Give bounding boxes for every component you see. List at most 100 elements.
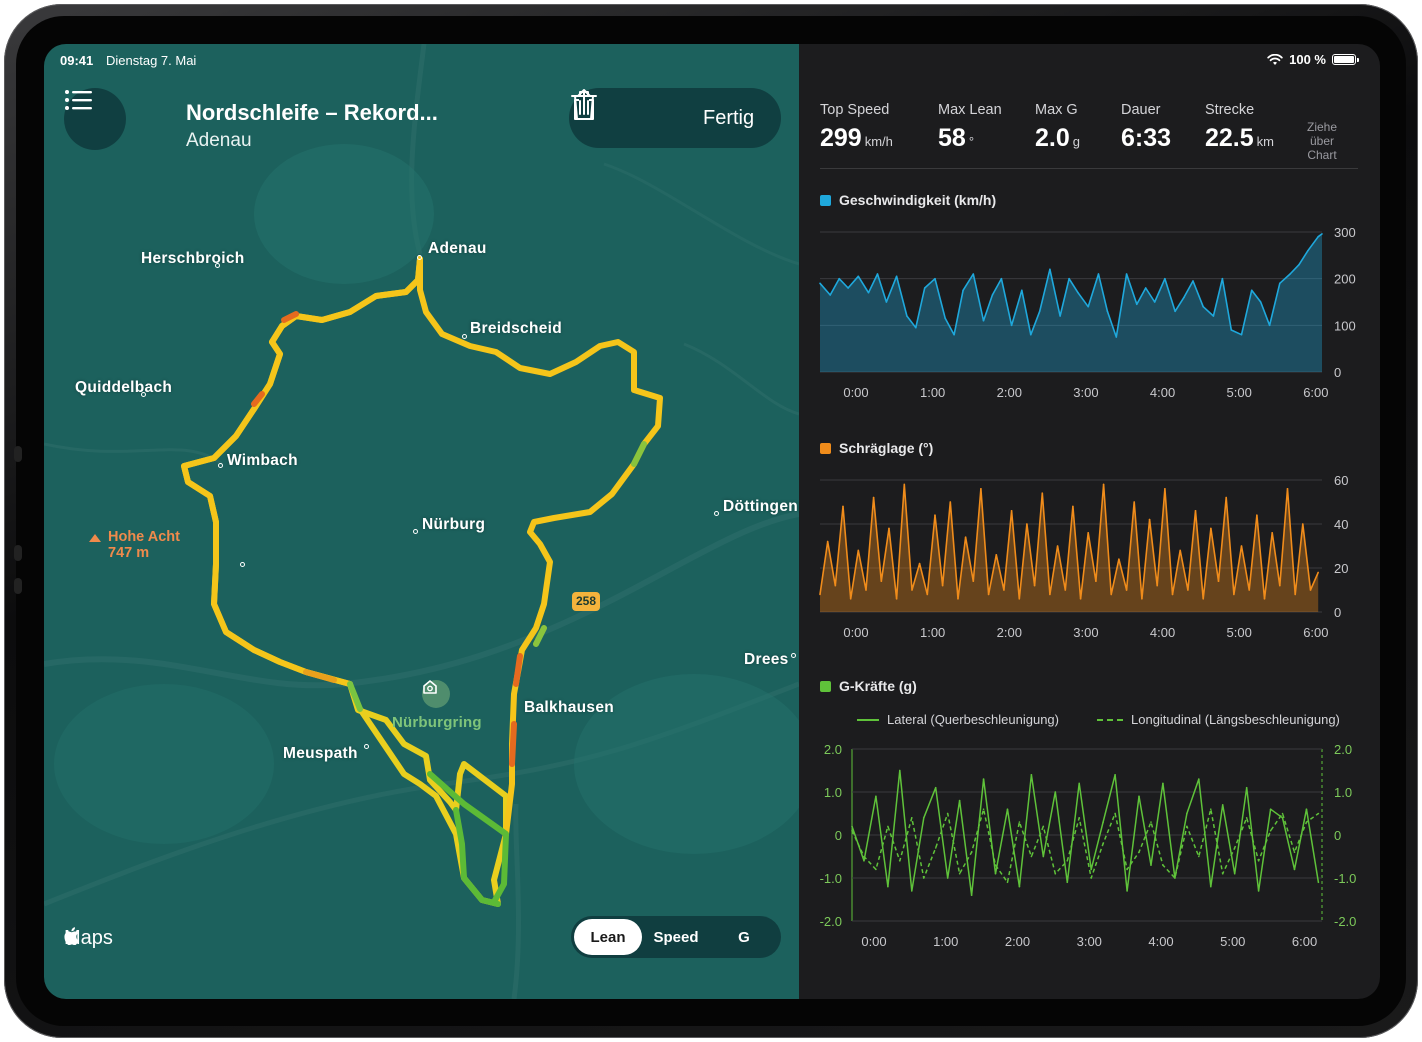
data-point xyxy=(863,855,865,858)
stat-value: 299 xyxy=(820,124,862,152)
data-point xyxy=(1302,523,1304,525)
data-point xyxy=(1042,825,1045,828)
data-point xyxy=(1138,795,1140,798)
y-tick-label-left: 1.0 xyxy=(824,785,842,800)
data-point xyxy=(1097,273,1100,275)
y-tick-label-right: 0 xyxy=(1334,828,1341,843)
x-tick-label: 1:00 xyxy=(933,934,958,949)
data-point xyxy=(994,872,997,875)
g-chart-legend: Lateral (Querbeschleunigung) Longitudina… xyxy=(857,712,1340,727)
data-point xyxy=(934,847,937,849)
stat-label: Dauer xyxy=(1121,102,1161,118)
data-point xyxy=(819,282,821,285)
data-point xyxy=(857,549,860,552)
data-point xyxy=(915,326,917,329)
place-dot xyxy=(240,562,245,567)
data-point xyxy=(875,868,877,871)
stat-duration: Dauer 6:33 xyxy=(1121,102,1171,153)
data-point xyxy=(1221,804,1224,806)
data-point xyxy=(1018,821,1021,823)
data-point xyxy=(1126,868,1128,871)
data-point xyxy=(1202,598,1205,600)
x-tick-label: 0:00 xyxy=(843,385,868,400)
place-dot xyxy=(141,392,146,397)
data-point xyxy=(1279,584,1281,587)
x-tick-label: 1:00 xyxy=(920,625,945,640)
y-tick-label-right: -2.0 xyxy=(1334,914,1356,929)
data-point xyxy=(1279,282,1281,285)
data-point xyxy=(970,894,973,896)
list-menu-button[interactable] xyxy=(64,88,126,150)
place-dot xyxy=(413,529,418,534)
data-point xyxy=(970,851,973,853)
road-shield: 258 xyxy=(572,592,600,611)
data-point xyxy=(1198,855,1200,858)
peak-elevation: 747 m xyxy=(108,545,150,561)
data-point xyxy=(1126,890,1128,892)
data-point xyxy=(1309,589,1312,591)
data-point xyxy=(880,580,883,582)
mode-segmented-control: Lean Speed G xyxy=(571,916,781,958)
data-point xyxy=(1056,545,1059,547)
data-point xyxy=(829,294,832,296)
speed-chart[interactable]: 0 100 200 300 0:00 1:00 2:00 3:00 4:00 5:00 6:00 xyxy=(799,212,1380,412)
data-point xyxy=(842,505,844,508)
lean-chart[interactable]: 0 20 40 60 0:00 1:00 2:00 3:00 4:00 5:00 6:00 xyxy=(799,460,1380,660)
data-point xyxy=(1245,786,1248,789)
data-point xyxy=(1049,268,1051,271)
g-legend-swatch xyxy=(820,680,831,692)
data-point xyxy=(982,319,985,322)
map-label-meuspath: Meuspath xyxy=(283,745,358,762)
segment-g[interactable]: G xyxy=(738,928,750,946)
data-point xyxy=(1135,303,1138,306)
g-force-chart[interactable]: -2.0 -2.0 -1.0 -1.0 0 0 1.0 1.0 2.0 2.0 0:00 1:00 2:… xyxy=(799,734,1380,964)
data-point xyxy=(1054,791,1057,793)
data-point xyxy=(1240,545,1243,547)
data-point xyxy=(1059,315,1061,317)
data-point xyxy=(1221,872,1224,875)
data-point xyxy=(1263,598,1266,600)
segment-speed[interactable]: Speed xyxy=(653,928,699,946)
delete-button[interactable] xyxy=(571,88,697,148)
data-point xyxy=(980,488,982,490)
data-point xyxy=(1033,584,1036,587)
racetrack-poi-icon[interactable] xyxy=(422,680,450,708)
x-tick-label: 1:00 xyxy=(920,385,945,400)
data-point xyxy=(887,885,889,888)
map-view[interactable]: Nordschleife – Rekord... Adenau Fertig H… xyxy=(44,44,799,999)
data-point xyxy=(1000,277,1003,280)
stat-unit: km/h xyxy=(864,134,893,149)
data-point xyxy=(1240,333,1243,336)
x-tick-label: 3:00 xyxy=(1073,625,1098,640)
x-tick-label: 3:00 xyxy=(1077,934,1102,949)
data-point xyxy=(1171,593,1174,596)
data-point xyxy=(1248,589,1250,591)
y-tick-label: 40 xyxy=(1334,517,1348,532)
data-point xyxy=(1268,324,1271,327)
segment-lean[interactable]: Lean xyxy=(574,919,642,955)
series-line xyxy=(819,483,1319,600)
map-label-nuerburgring[interactable]: Nürburgring xyxy=(392,714,482,731)
data-point xyxy=(910,890,913,892)
y-tick-label-left: 2.0 xyxy=(824,742,842,757)
legend-longitudinal: Longitudinal (Längsbeschleunigung) xyxy=(1097,712,1340,727)
data-point xyxy=(865,589,867,591)
stat-max-lean: Max Lean 58 ° xyxy=(938,102,1002,153)
done-button[interactable]: Fertig xyxy=(703,106,755,129)
data-point xyxy=(1006,808,1009,810)
data-point xyxy=(834,584,837,587)
data-point xyxy=(1010,510,1013,512)
data-point xyxy=(1221,277,1224,280)
data-point xyxy=(1186,812,1188,815)
x-tick-label: 2:00 xyxy=(1005,934,1030,949)
data-point xyxy=(1041,492,1044,494)
data-point xyxy=(888,527,890,530)
series-area xyxy=(820,233,1322,372)
series-line xyxy=(819,233,1323,338)
stat-unit: g xyxy=(1072,134,1080,149)
data-point xyxy=(847,287,849,289)
data-point xyxy=(1049,593,1051,596)
data-point xyxy=(1257,860,1260,862)
data-point xyxy=(1030,855,1033,858)
map-label-breidscheid: Breidscheid xyxy=(470,320,563,337)
